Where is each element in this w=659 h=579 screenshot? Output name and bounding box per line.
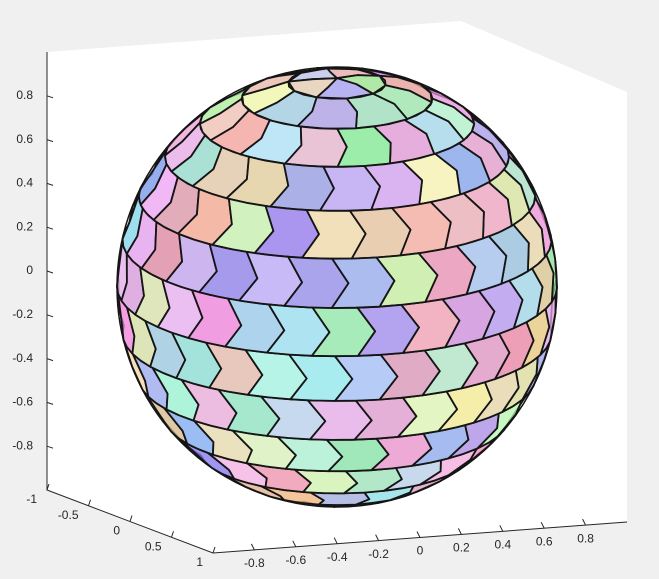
y-tick bbox=[375, 534, 380, 541]
x-tick bbox=[88, 499, 91, 506]
y-tick-label: 0.4 bbox=[494, 537, 511, 551]
z-tick-label: 0.8 bbox=[16, 88, 33, 102]
x-tick-label: 0.5 bbox=[145, 539, 162, 553]
z-tick bbox=[46, 358, 54, 362]
x-tick-label: -1 bbox=[26, 492, 37, 506]
y-tick bbox=[582, 518, 587, 526]
x-tick-label: 0 bbox=[113, 524, 120, 538]
x-tick bbox=[129, 515, 133, 522]
y-tick-label: -0.6 bbox=[285, 553, 306, 567]
y-tick bbox=[292, 540, 297, 548]
z-tick bbox=[46, 226, 54, 230]
z-tick-label: 0 bbox=[26, 263, 33, 277]
z-tick-label: -0.4 bbox=[12, 351, 33, 365]
voronoi-cell bbox=[330, 256, 396, 309]
y-tick-label: 0.2 bbox=[453, 541, 470, 555]
z-tick bbox=[46, 139, 54, 143]
sphere bbox=[116, 66, 558, 508]
z-tick-label: -0.2 bbox=[12, 307, 33, 321]
x-tick-label: -0.5 bbox=[58, 508, 79, 522]
z-tick bbox=[46, 401, 54, 405]
y-tick bbox=[333, 537, 338, 544]
y-tick-label: -0.8 bbox=[244, 556, 265, 570]
z-tick bbox=[46, 445, 54, 449]
x-tick bbox=[212, 546, 216, 554]
y-tick bbox=[457, 528, 462, 535]
z-tick-label: -0.6 bbox=[12, 395, 33, 409]
y-tick-label: 0.8 bbox=[577, 531, 594, 545]
z-tick bbox=[46, 314, 54, 318]
y-tick bbox=[540, 521, 545, 529]
z-tick-label: 0.2 bbox=[16, 219, 33, 233]
y-tick-label: 0.6 bbox=[536, 534, 553, 548]
z-tick bbox=[46, 182, 54, 186]
z-tick bbox=[46, 95, 54, 99]
y-tick-label: -0.4 bbox=[327, 550, 348, 564]
y-tick-label: 0 bbox=[417, 544, 424, 558]
y-tick bbox=[499, 525, 504, 532]
x-tick bbox=[46, 483, 50, 491]
z-tick bbox=[46, 270, 54, 274]
z-tick-label: 0.6 bbox=[16, 132, 33, 146]
y-tick bbox=[250, 543, 255, 551]
z-tick-label: -0.8 bbox=[12, 438, 33, 452]
y-tick bbox=[416, 531, 421, 538]
sphere-outline bbox=[116, 66, 558, 508]
z-tick-label: 0.4 bbox=[16, 176, 33, 190]
x-tick-label: 1 bbox=[196, 555, 203, 569]
x-tick bbox=[171, 531, 174, 538]
y-tick-label: -0.2 bbox=[368, 547, 389, 561]
